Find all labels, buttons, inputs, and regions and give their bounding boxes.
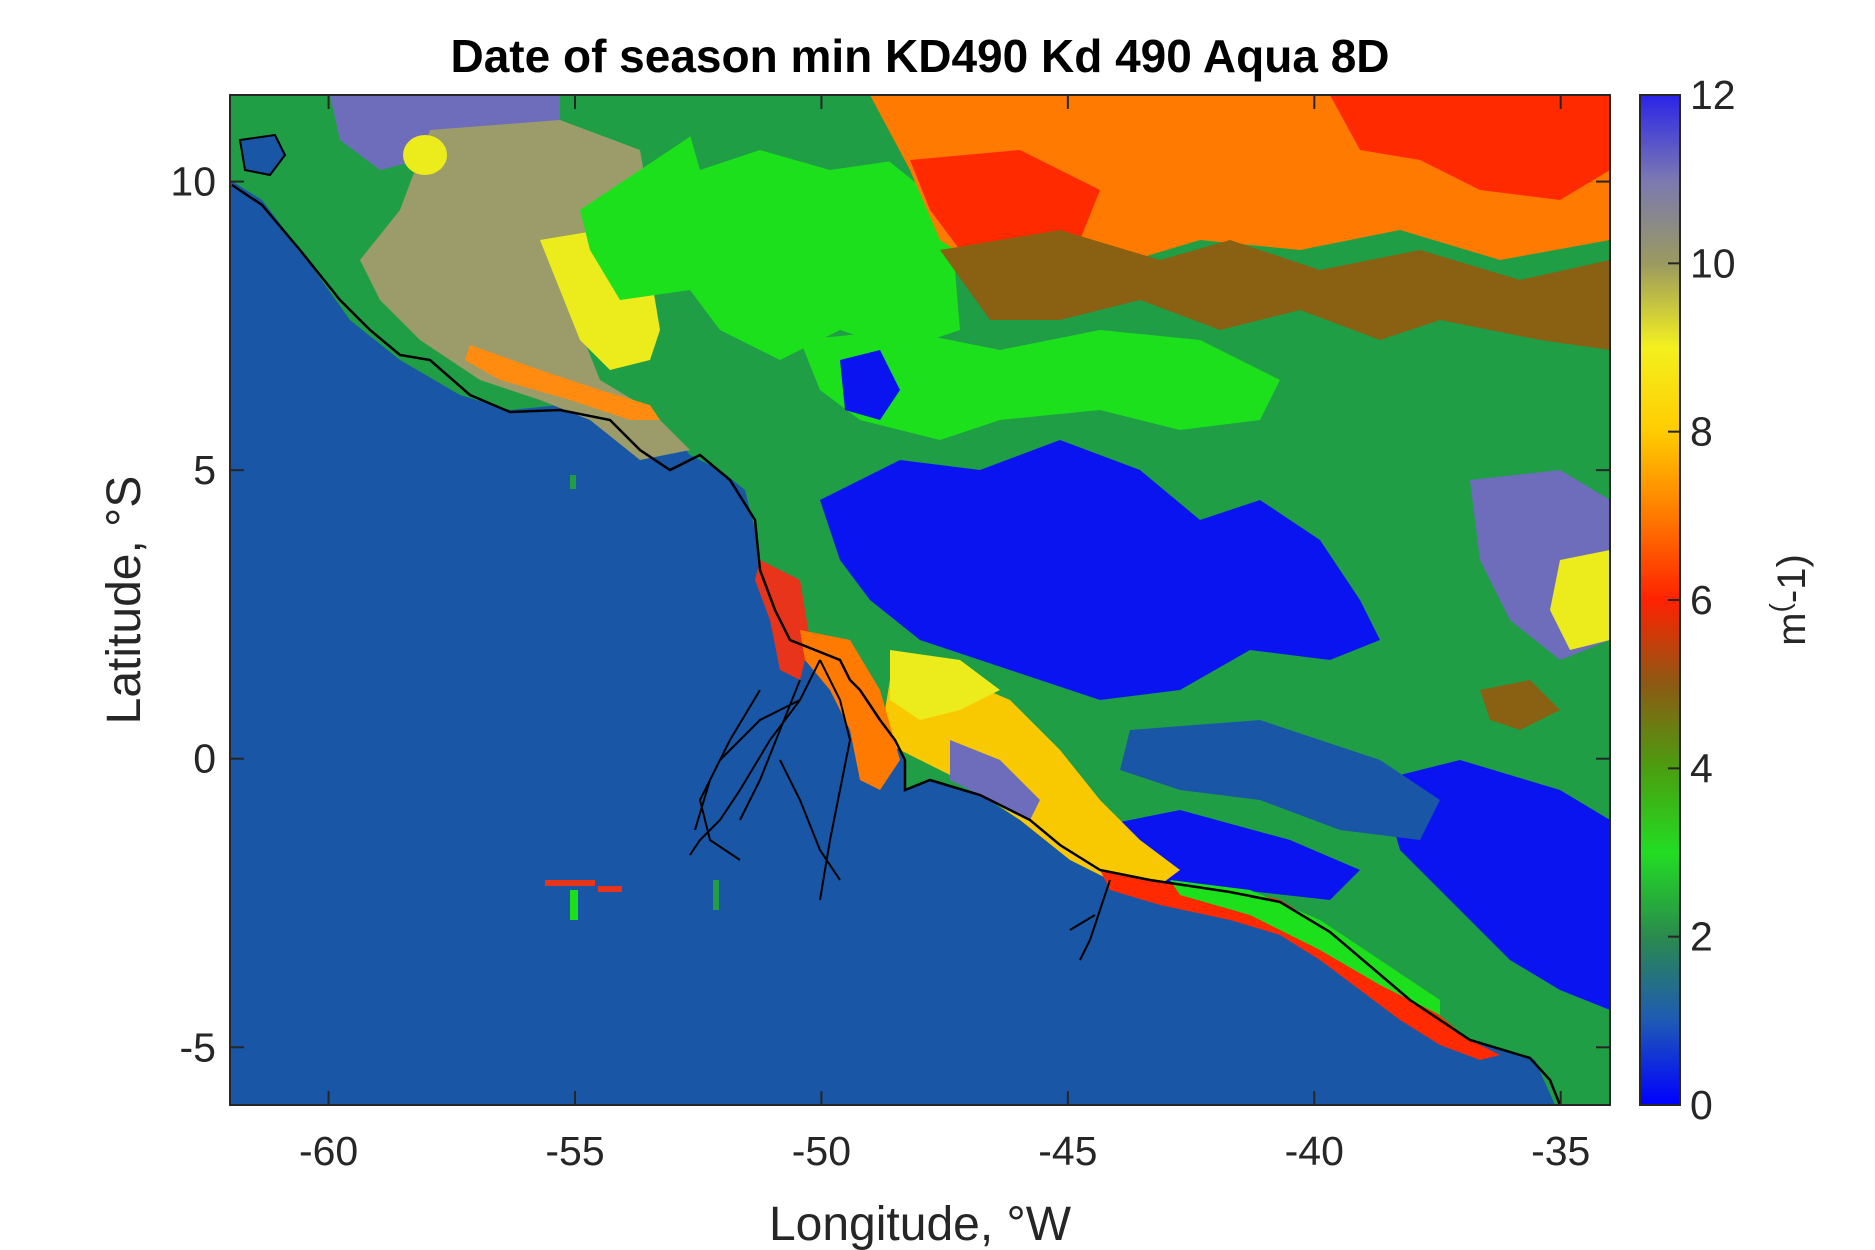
offshore-feature-4	[713, 880, 719, 910]
region-coastal-red-se	[1100, 870, 1500, 1060]
colorbar-label-rest: -1)	[1770, 554, 1814, 603]
region-coastal-yellow	[890, 650, 1000, 720]
island-outline-se	[1069, 879, 1111, 961]
land-kd490-fields	[230, 95, 1610, 1105]
x-axis-label: Longitude, °W	[769, 1198, 1072, 1250]
region-yellow-small	[403, 135, 447, 175]
region-deepblue-central	[820, 440, 1380, 700]
plot-frame	[229, 94, 1611, 1106]
colorbar-tick-label: 6	[1690, 577, 1713, 623]
region-red-ne-east	[1330, 95, 1610, 200]
coastline	[231, 183, 1562, 1105]
x-tick-label: -50	[792, 1128, 851, 1174]
y-tick-label: -5	[180, 1024, 216, 1070]
colorbar-tick-label: 10	[1690, 240, 1736, 286]
offshore-feature-2	[598, 886, 622, 892]
y-tick-label: 5	[193, 447, 216, 493]
x-tick-label: -35	[1531, 1128, 1590, 1174]
offshore-feature-5	[570, 475, 576, 489]
chart-title: Date of season min KD490 Kd 490 Aqua 8D	[450, 30, 1389, 82]
region-deepblue-north	[840, 350, 900, 420]
colorbar-tick-label: 12	[1690, 72, 1736, 118]
x-tick-label: -45	[1038, 1128, 1097, 1174]
offshore-features	[545, 475, 719, 920]
y-tick-label: 10	[170, 159, 216, 205]
colorbar-label-sup: (	[1764, 602, 1795, 612]
offshore-feature-1	[545, 880, 595, 886]
island-outline-nw	[238, 133, 287, 177]
colorbar-tick-label: 0	[1690, 1082, 1713, 1128]
amazon-delta-outline	[689, 659, 852, 901]
region-darkolive-east	[1480, 680, 1560, 730]
x-tick-label: -55	[545, 1128, 604, 1174]
y-axis-ticks: 10 5 0 -5	[170, 159, 1610, 1070]
region-deepblue-se	[1380, 760, 1610, 1010]
x-axis-ticks: -60 -55 -50 -45 -40 -35	[299, 95, 1590, 1174]
map-plot-area	[230, 95, 1610, 1105]
colorbar-tick-label: 4	[1690, 745, 1713, 791]
colorbar-ticks: 0 2 4 6 8 10 12	[1668, 72, 1736, 1128]
y-axis-label: Latitude, °S	[98, 476, 151, 725]
colorbar-label-main: m	[1770, 612, 1814, 645]
region-darkolive-ne	[940, 230, 1610, 350]
region-coastal-gold-plume	[880, 670, 1180, 885]
region-green-band	[800, 330, 1280, 440]
region-orange-stripe-nw	[465, 345, 660, 420]
region-green-central	[580, 130, 960, 360]
region-yellow-east	[1550, 550, 1610, 650]
region-midblue-patch	[1120, 720, 1440, 840]
colorbar-label: m(-1)	[1764, 554, 1814, 646]
y-tick-label: 0	[193, 736, 216, 782]
region-green-mid	[680, 95, 900, 170]
region-coastal-periwinkle	[950, 740, 1040, 820]
colorbar-tick-label: 8	[1690, 409, 1713, 455]
x-tick-label: -60	[299, 1128, 358, 1174]
x-tick-label: -40	[1285, 1128, 1344, 1174]
offshore-feature-3	[570, 890, 578, 920]
colorbar-tick-label: 2	[1690, 914, 1713, 960]
